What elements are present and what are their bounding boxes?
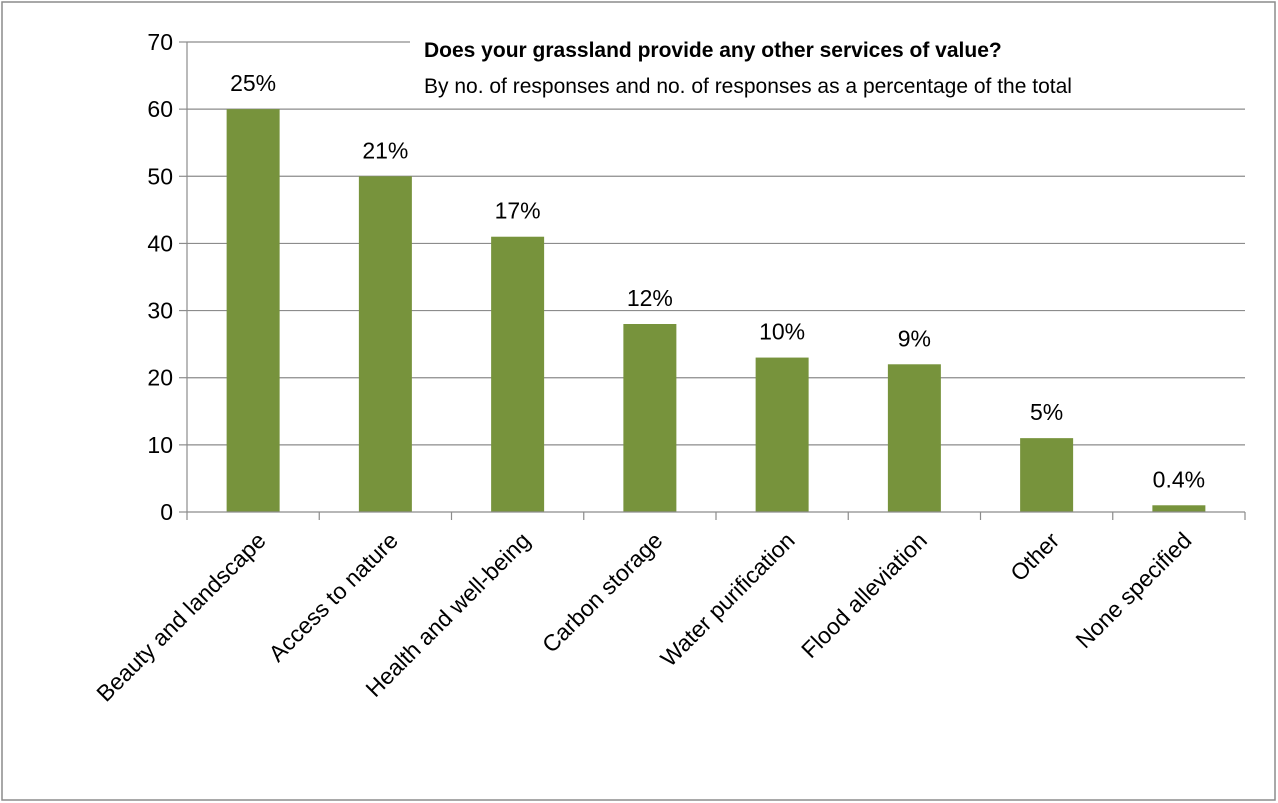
data-label: 21%	[362, 137, 408, 163]
y-tick-label: 60	[147, 96, 173, 122]
bar-6	[887, 364, 941, 512]
axes	[179, 41, 1246, 520]
chart-subtitle: By no. of responses and no. of responses…	[424, 75, 1072, 98]
data-label: 10%	[759, 319, 805, 345]
data-label: 12%	[627, 285, 673, 311]
data-label: 9%	[898, 325, 931, 351]
bar-2	[358, 176, 412, 513]
data-label: 25%	[230, 70, 276, 96]
bar-7	[1020, 438, 1074, 512]
chart-title: Does your grassland provide any other se…	[424, 39, 1002, 62]
data-label: 17%	[495, 198, 541, 224]
data-label: 5%	[1030, 399, 1063, 425]
y-tick-label: 50	[147, 163, 173, 189]
y-tick-label: 30	[147, 298, 173, 324]
title-background	[410, 28, 1252, 108]
bar-3	[491, 236, 545, 512]
data-label: 0.4%	[1153, 466, 1205, 492]
bars	[226, 109, 1206, 513]
y-tick-label: 70	[147, 29, 173, 55]
bar-4	[623, 324, 677, 512]
bar-8	[1152, 505, 1206, 512]
bar-5	[755, 357, 809, 512]
y-tick-label: 0	[160, 499, 173, 525]
y-tick-label: 40	[147, 230, 173, 256]
bar-1	[226, 109, 280, 513]
y-tick-label: 10	[147, 432, 173, 458]
y-tick-label: 20	[147, 365, 173, 391]
